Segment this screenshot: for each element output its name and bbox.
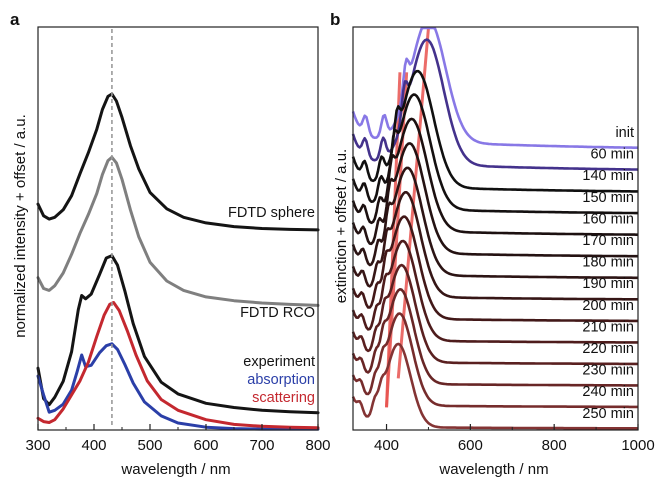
panel-a-x-tick-label: 700 xyxy=(249,437,274,454)
panel-b-extinction-time-series: b 400 600 800 1000 init 60 min 140 min 150 min… xyxy=(330,10,655,478)
panel-b-label-220-min: 220 min xyxy=(582,341,634,357)
panel-a-x-axis-label: wavelength / nm xyxy=(120,461,230,478)
panel-b-series-160-min xyxy=(351,117,638,236)
panel-b-series-240-min xyxy=(351,312,638,409)
panel-b-series-group xyxy=(351,26,639,430)
panel-a-label-scattering: scattering xyxy=(252,390,315,406)
panel-a-x-tick-label: 500 xyxy=(137,437,162,454)
panel-b-series-200-min xyxy=(351,215,638,323)
panel-a-series-experiment xyxy=(36,254,320,415)
panel-b-series-150-min xyxy=(351,93,638,215)
panel-b-label-140-min: 140 min xyxy=(582,168,634,184)
panel-b-y-axis-label: extinction + offset / a.u. xyxy=(333,149,350,303)
panel-a-x-tick-label: 300 xyxy=(25,437,50,454)
panel-b-label-60-min: 60 min xyxy=(590,147,634,163)
panel-a-x-tick-label: 800 xyxy=(305,437,330,454)
panel-b-x-tick-label: 600 xyxy=(458,437,483,454)
panel-b-x-tick-label: 400 xyxy=(374,437,399,454)
panel-a-label-fdtd-rco: FDTD RCO xyxy=(240,305,315,321)
panel-b-series-170-min xyxy=(351,142,638,258)
panel-a-series-scattering xyxy=(36,301,320,430)
panel-a-series-absorption xyxy=(36,342,320,431)
panel-b-label-250-min: 250 min xyxy=(582,406,634,422)
panel-a-label-absorption: absorption xyxy=(247,372,315,388)
panel-b-series-labels: init 60 min 140 min 150 min 160 min 170 min 18… xyxy=(582,125,634,422)
panel-b-series-250-min xyxy=(351,342,639,430)
panel-b-series-210-min xyxy=(351,239,638,344)
panel-a-series-fdtd-sphere xyxy=(36,92,320,232)
panel-a-series-labels: FDTD sphere FDTD RCO experiment absorption s… xyxy=(228,205,315,406)
panel-b-label: b xyxy=(330,10,340,29)
panel-b-label-170-min: 170 min xyxy=(582,233,634,249)
panel-b-label-init: init xyxy=(615,125,634,141)
panel-b-series-190-min xyxy=(351,191,638,301)
panel-b-series-140-min xyxy=(351,69,638,193)
panel-b-label-190-min: 190 min xyxy=(582,276,634,292)
panel-b-series-180-min xyxy=(351,166,638,280)
panel-b-label-240-min: 240 min xyxy=(582,384,634,400)
panel-b-peak-guide-2 xyxy=(385,72,409,408)
panel-a-label-fdtd-sphere: FDTD sphere xyxy=(228,205,315,221)
panel-b-x-axis-label: wavelength / nm xyxy=(438,461,548,478)
panel-a-x-ticks: 300 400 500 600 700 800 xyxy=(25,424,331,454)
panel-b-label-150-min: 150 min xyxy=(582,190,634,206)
panel-b-x-tick-label: 800 xyxy=(542,437,567,454)
panel-b-label-230-min: 230 min xyxy=(582,363,634,379)
panel-b-series-220-min xyxy=(351,263,638,366)
panel-a-label: a xyxy=(10,10,20,29)
panel-a-x-tick-label: 400 xyxy=(81,437,106,454)
panel-a-series-group xyxy=(36,92,320,431)
panel-a-label-experiment: experiment xyxy=(243,354,315,370)
panel-b-series-60-min xyxy=(351,38,639,171)
panel-b-label-180-min: 180 min xyxy=(582,255,634,271)
panel-a-x-tick-label: 600 xyxy=(193,437,218,454)
panel-a-normalized-spectra: a 300 400 500 600 700 800 FDTD sphere FDTD RCO… xyxy=(10,10,331,478)
panel-b-x-tick-label: 1000 xyxy=(621,437,654,454)
panel-b-x-ticks: 400 600 800 1000 xyxy=(374,424,655,454)
panel-b-label-200-min: 200 min xyxy=(582,298,634,314)
panel-b-series-230-min xyxy=(351,287,638,387)
panel-b-label-210-min: 210 min xyxy=(582,319,634,335)
panel-b-label-160-min: 160 min xyxy=(582,211,634,227)
panel-b-plot-frame xyxy=(352,26,639,431)
panel-a-y-axis-label: normalized intensity + offset / a.u. xyxy=(12,114,29,338)
panel-b-series-init xyxy=(351,26,638,149)
panel-a-series-fdtd-rco xyxy=(36,155,320,307)
